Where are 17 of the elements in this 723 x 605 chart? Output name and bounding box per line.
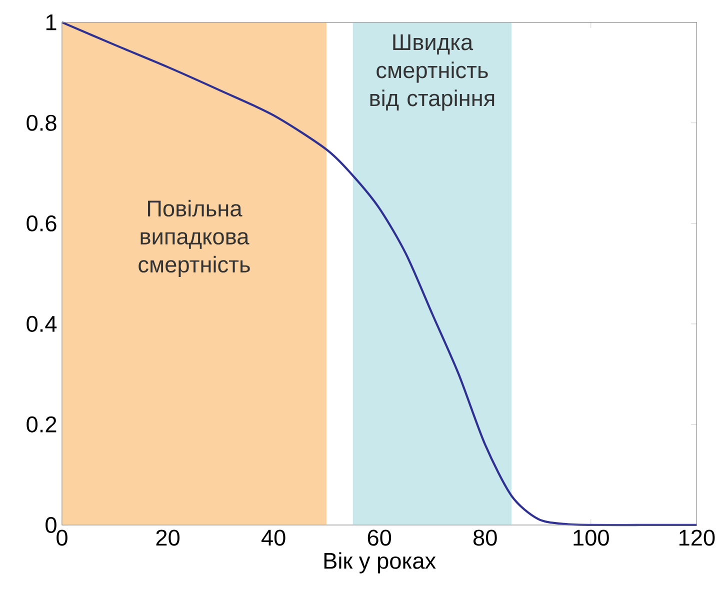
x-tick-label: 100 [574,530,609,546]
band-label: Швидка смертність від старіння [370,34,494,111]
x-axis-title: Вік у роках [324,552,436,574]
y-tick-label: 0.2 [26,416,56,432]
y-tick-label: 0.6 [26,215,56,232]
y-tick-label: 0 [46,516,56,534]
line-series [60,21,698,526]
x-tick-label: 80 [473,530,497,546]
band-label: Повільна випадкова смертність [138,200,250,278]
y-tick-label: 1 [46,14,56,30]
x-tick-label: 0 [56,530,68,546]
x-tick-label: 60 [368,530,392,546]
y-tick-label: 0.8 [26,114,56,131]
y-tick-label: 0.4 [26,316,57,332]
x-tick-label: 40 [261,530,286,546]
x-tick-label: 20 [156,530,180,546]
x-tick-label: 120 [680,530,715,546]
